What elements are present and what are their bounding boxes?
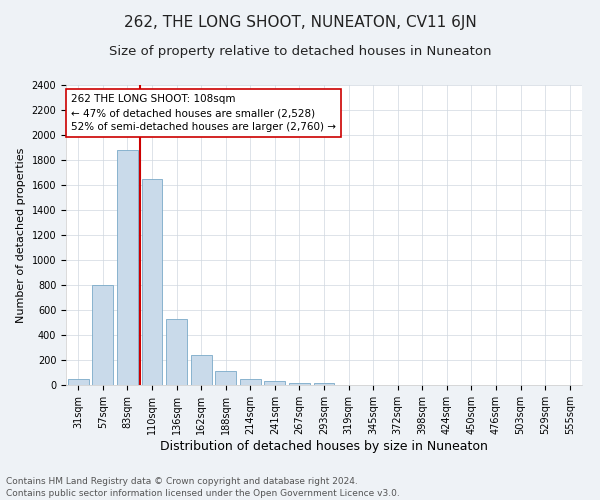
X-axis label: Distribution of detached houses by size in Nuneaton: Distribution of detached houses by size …	[160, 440, 488, 453]
Text: Size of property relative to detached houses in Nuneaton: Size of property relative to detached ho…	[109, 45, 491, 58]
Bar	[314, 382, 334, 385]
Bar	[215, 371, 236, 385]
Bar	[265, 381, 286, 385]
Bar	[289, 382, 310, 385]
Text: 262, THE LONG SHOOT, NUNEATON, CV11 6JN: 262, THE LONG SHOOT, NUNEATON, CV11 6JN	[124, 15, 476, 30]
Text: Contains HM Land Registry data © Crown copyright and database right 2024.
Contai: Contains HM Land Registry data © Crown c…	[6, 476, 400, 498]
Bar	[166, 319, 187, 385]
Bar	[142, 179, 163, 385]
Bar	[68, 379, 89, 385]
Text: 262 THE LONG SHOOT: 108sqm
← 47% of detached houses are smaller (2,528)
52% of s: 262 THE LONG SHOOT: 108sqm ← 47% of deta…	[71, 94, 336, 132]
Bar	[240, 379, 261, 385]
Y-axis label: Number of detached properties: Number of detached properties	[16, 148, 26, 322]
Bar	[117, 150, 138, 385]
Bar	[191, 355, 212, 385]
Bar	[92, 285, 113, 385]
